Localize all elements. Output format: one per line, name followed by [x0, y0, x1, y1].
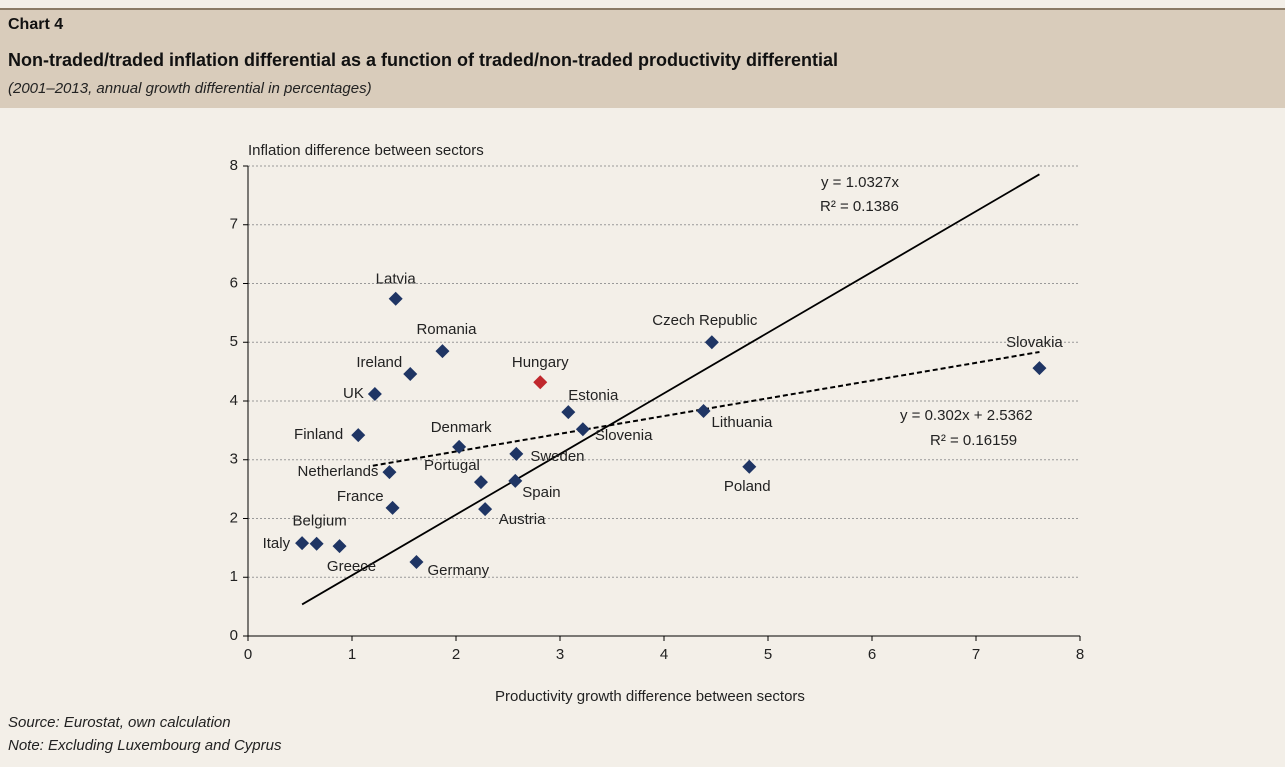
point: [742, 459, 757, 474]
point: [388, 291, 403, 306]
point: [351, 428, 366, 443]
y-axis-title: Inflation difference between sectors: [248, 142, 484, 159]
chart-label: Chart 4: [8, 16, 63, 33]
point: [309, 536, 324, 551]
y-tick-label: 5: [230, 333, 238, 350]
trend-r2: R² = 0.16159: [930, 432, 1017, 449]
trend-r2: R² = 0.1386: [820, 198, 899, 215]
point-label: Czech Republic: [652, 312, 758, 329]
y-tick-label: 8: [230, 157, 238, 174]
point: [509, 446, 524, 461]
point: [385, 500, 400, 515]
point-label: Latvia: [376, 271, 417, 288]
x-tick-label: 1: [348, 646, 356, 663]
top-rule: [0, 8, 1285, 10]
point-label: Romania: [416, 321, 477, 338]
point: [561, 405, 576, 420]
point-label: Denmark: [431, 419, 492, 436]
x-tick-label: 0: [244, 646, 252, 663]
point: [473, 475, 488, 490]
point: [696, 403, 711, 418]
point: [478, 502, 493, 517]
point: [295, 536, 310, 551]
point: [382, 465, 397, 480]
point-label: France: [337, 488, 384, 505]
point: [332, 539, 347, 554]
point-label: Italy: [263, 535, 291, 552]
point: [367, 386, 382, 401]
note: Note: Excluding Luxembourg and Cyprus: [8, 737, 282, 754]
x-tick-label: 5: [764, 646, 772, 663]
point-label: Greece: [327, 558, 376, 575]
point-label: Sweden: [530, 448, 584, 465]
trendline: [301, 173, 1040, 606]
chart-title: Non-traded/traded inflation differential…: [8, 50, 838, 70]
point-label: Lithuania: [712, 414, 774, 431]
x-tick-label: 8: [1076, 646, 1084, 663]
point: [403, 366, 418, 381]
y-tick-label: 6: [230, 274, 238, 291]
point: [704, 335, 719, 350]
x-tick-label: 7: [972, 646, 980, 663]
point-label: Belgium: [293, 513, 347, 530]
point-label: Poland: [724, 478, 771, 495]
point: [533, 375, 548, 390]
y-tick-label: 4: [230, 392, 238, 409]
y-tick-label: 1: [230, 568, 238, 585]
point: [409, 554, 424, 569]
trend-equation: y = 0.302x + 2.5362: [900, 407, 1033, 424]
header-band: [0, 10, 1285, 108]
point-label: Portugal: [424, 457, 480, 474]
point-label: Germany: [427, 562, 489, 579]
y-tick-label: 0: [230, 627, 238, 644]
y-tick-label: 2: [230, 509, 238, 526]
point-label: Estonia: [568, 387, 619, 404]
point: [575, 422, 590, 437]
point-label: Finland: [294, 426, 343, 443]
y-tick-label: 3: [230, 451, 238, 468]
point-label: Spain: [522, 484, 560, 501]
point: [1032, 361, 1047, 376]
x-tick-label: 2: [452, 646, 460, 663]
point-label: Slovakia: [1006, 334, 1063, 351]
point-label: Ireland: [356, 354, 402, 371]
source: Source: Eurostat, own calculation: [8, 714, 231, 731]
x-axis-title: Productivity growth difference between s…: [495, 688, 805, 705]
trend-equation: y = 1.0327x: [821, 174, 899, 191]
x-tick-label: 6: [868, 646, 876, 663]
point-label: Hungary: [512, 354, 569, 371]
point-label: Netherlands: [298, 463, 379, 480]
point-label: Austria: [499, 511, 546, 528]
x-tick-label: 4: [660, 646, 668, 663]
point: [508, 473, 523, 488]
x-tick-label: 3: [556, 646, 564, 663]
y-tick-label: 7: [230, 216, 238, 233]
point: [435, 344, 450, 359]
point-label: UK: [343, 385, 364, 402]
point-label: Slovenia: [595, 427, 653, 444]
chart-subtitle: (2001–2013, annual growth differential i…: [8, 80, 372, 97]
point: [452, 439, 467, 454]
